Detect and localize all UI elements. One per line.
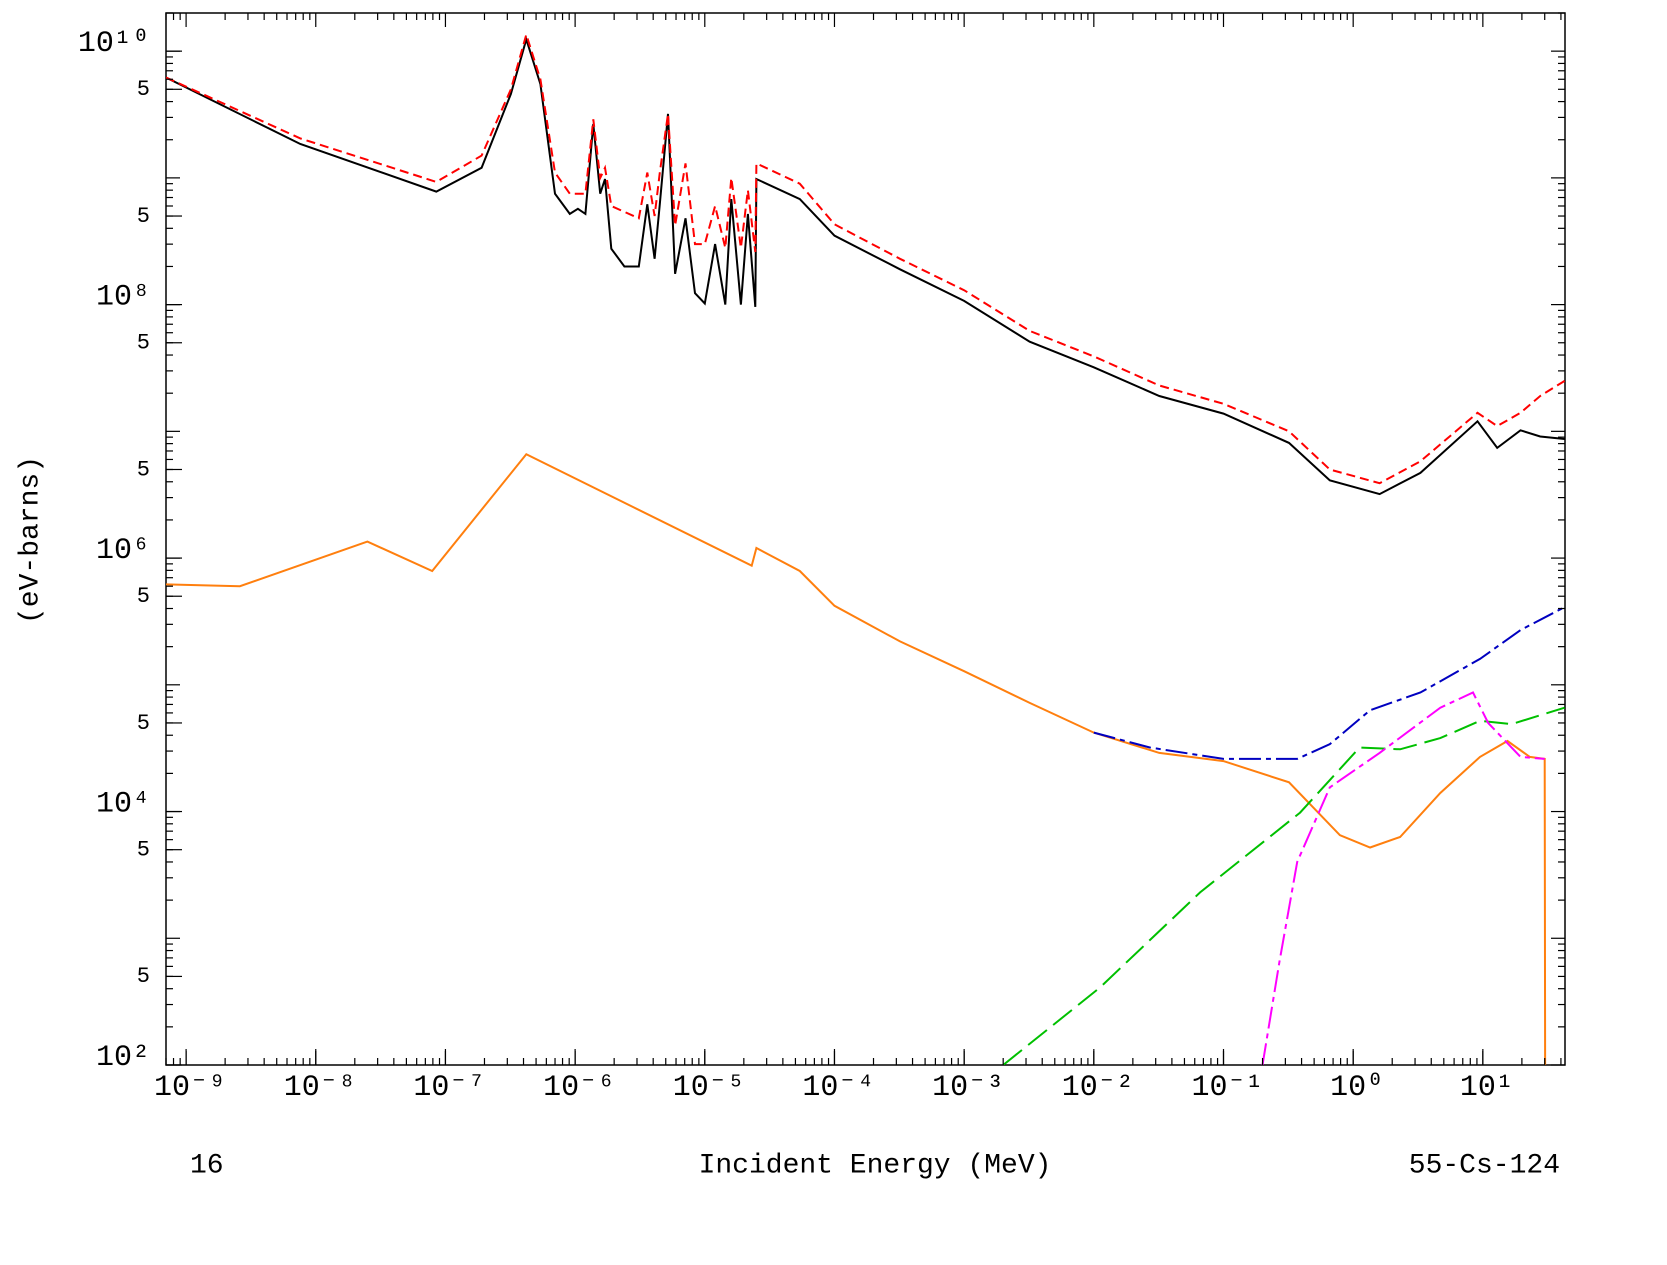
y-tick-label: 5 [137, 837, 150, 862]
series-line [1261, 691, 1545, 1065]
plot-frame [165, 12, 1566, 1066]
y-tick-label: 5 [137, 204, 150, 229]
y-tick-label: 5 [137, 964, 150, 989]
x-tick-label: 10⁻² [1062, 1071, 1134, 1105]
series-line [166, 35, 1565, 496]
x-tick-label: 10⁻⁷ [413, 1071, 485, 1105]
x-tick-label: 10⁻¹ [1191, 1071, 1263, 1105]
y-tick-label: 10⁶ [96, 534, 150, 568]
y-axis-label: (eV-barns) [15, 456, 46, 624]
y-tick-label: 5 [137, 711, 150, 736]
y-tick-label: 10⁴ [96, 787, 150, 821]
y-tick-label: 10⁸ [96, 281, 150, 315]
series-line [1093, 606, 1565, 760]
x-tick-label: 10⁻⁹ [154, 1071, 226, 1105]
x-tick-label: 10⁻⁶ [543, 1071, 615, 1105]
series-line [166, 31, 1565, 485]
y-tick-label: 5 [137, 77, 150, 102]
x-tick-label: 10¹ [1460, 1071, 1514, 1105]
x-tick-label: 10⁻³ [932, 1071, 1004, 1105]
x-tick-label: 10⁻⁸ [284, 1071, 356, 1105]
y-tick-label: 5 [137, 584, 150, 609]
y-tick-label: 10¹⁰ [78, 27, 150, 61]
x-axis-label: Incident Energy (MeV) [699, 1150, 1052, 1181]
plot-area [166, 31, 1565, 1065]
x-tick-label: 10⁰ [1330, 1071, 1384, 1105]
x-tick-label: 10⁻⁵ [673, 1071, 745, 1105]
footer-left: 16 [190, 1150, 224, 1181]
y-tick-label: 5 [137, 331, 150, 356]
footer-right: 55-Cs-124 [1409, 1150, 1560, 1181]
x-tick-label: 10⁻⁴ [802, 1071, 874, 1105]
y-tick-label: 5 [137, 457, 150, 482]
y-tick-label: 10² [96, 1041, 150, 1075]
series-line [1002, 706, 1565, 1065]
